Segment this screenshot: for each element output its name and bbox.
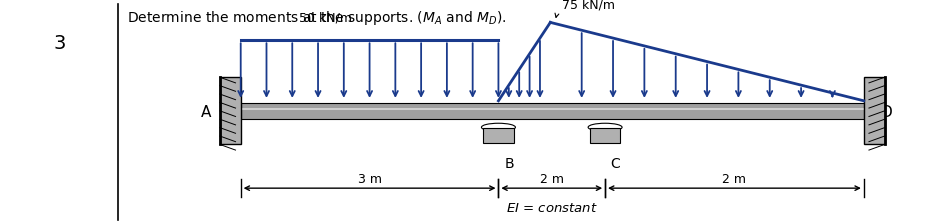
Bar — [220, 77, 241, 144]
Bar — [483, 128, 514, 143]
Text: 3: 3 — [53, 34, 66, 53]
Text: A: A — [201, 105, 211, 119]
Circle shape — [588, 123, 622, 131]
Bar — [864, 77, 885, 144]
Text: Determine the moments at the supports. ($M_A$ and $M_D$).: Determine the moments at the supports. (… — [127, 9, 507, 27]
Bar — [241, 108, 864, 110]
Text: 75 kN/m: 75 kN/m — [562, 0, 615, 11]
Text: D: D — [881, 105, 892, 119]
Circle shape — [481, 123, 515, 131]
Text: 3 m: 3 m — [358, 173, 381, 186]
Text: $EI$ = constant: $EI$ = constant — [506, 202, 598, 215]
Text: B: B — [505, 157, 514, 171]
Bar — [241, 103, 864, 119]
Text: 50 kN/m: 50 kN/m — [299, 12, 352, 25]
Text: 2 m: 2 m — [540, 173, 564, 186]
Text: 2 m: 2 m — [722, 173, 747, 186]
Text: C: C — [611, 157, 620, 171]
Bar — [590, 128, 620, 143]
